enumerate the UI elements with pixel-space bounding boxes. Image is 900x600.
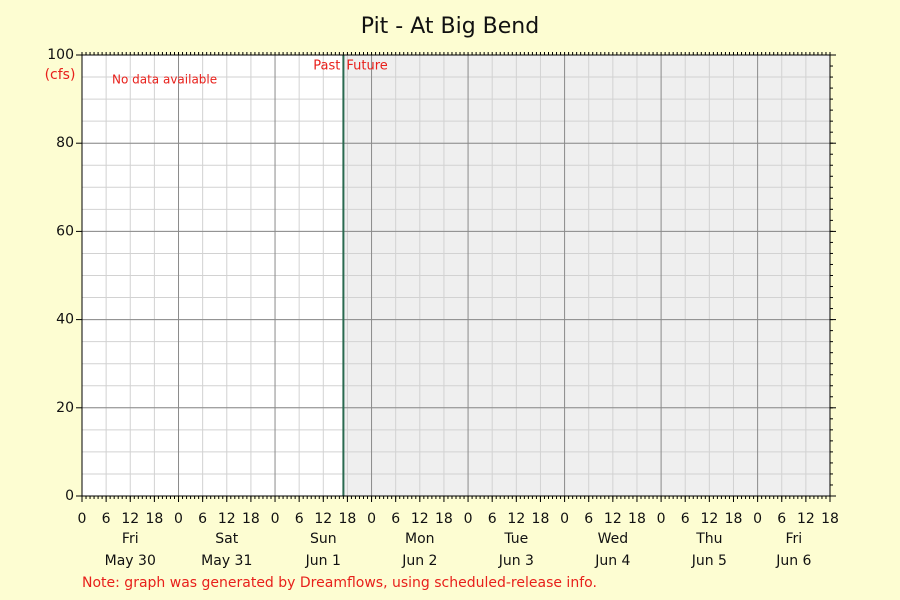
- x-weekday-label: Sun: [310, 531, 337, 547]
- x-hour-label: 18: [339, 511, 357, 527]
- x-hour-label: 6: [198, 511, 207, 527]
- x-hour-label: 6: [488, 511, 497, 527]
- y-tick-label: 80: [56, 135, 74, 151]
- no-data-text: No data available: [112, 73, 217, 87]
- x-date-label: May 30: [105, 553, 156, 569]
- x-hour-label: 12: [797, 511, 815, 527]
- y-tick-label: 20: [56, 400, 74, 416]
- x-hour-label: 12: [700, 511, 718, 527]
- x-hour-label: 0: [657, 511, 666, 527]
- x-date-label: Jun 5: [691, 553, 727, 569]
- x-date-label: Jun 2: [401, 553, 437, 569]
- x-hour-label: 12: [314, 511, 332, 527]
- x-hour-label: 12: [507, 511, 525, 527]
- note: Note: graph was generated by Dreamflows,…: [82, 575, 597, 591]
- x-date-label: Jun 3: [498, 553, 534, 569]
- x-hour-label: 6: [102, 511, 111, 527]
- plot-frame: [81, 54, 831, 497]
- x-weekday-label: Sat: [215, 531, 238, 547]
- x-hour-label: 12: [604, 511, 622, 527]
- x-hour-label: 0: [560, 511, 569, 527]
- x-hour-label: 0: [753, 511, 762, 527]
- x-hour-label: 6: [295, 511, 304, 527]
- x-hour-label: 0: [174, 511, 183, 527]
- x-hour-label: 18: [725, 511, 743, 527]
- x-hour-label: 6: [584, 511, 593, 527]
- x-hour-label: 18: [628, 511, 646, 527]
- y-tick-label: 60: [56, 223, 74, 239]
- x-hour-label: 12: [121, 511, 139, 527]
- x-hour-label: 0: [464, 511, 473, 527]
- x-hour-label: 18: [242, 511, 260, 527]
- past-label: Past: [313, 59, 340, 74]
- x-weekday-label: Fri: [122, 531, 139, 547]
- y-tick-label: 40: [56, 312, 74, 328]
- chart-title: Pit - At Big Bend: [361, 14, 539, 39]
- y-unit: (cfs): [45, 67, 76, 83]
- x-weekday-label: Mon: [405, 531, 435, 547]
- x-weekday-label: Fri: [785, 531, 802, 547]
- x-hour-label: 0: [78, 511, 87, 527]
- x-hour-label: 12: [218, 511, 236, 527]
- y-tick-label: 100: [47, 47, 74, 63]
- x-hour-label: 18: [532, 511, 550, 527]
- future-label: Future: [346, 59, 387, 74]
- x-date-label: May 31: [201, 553, 252, 569]
- x-weekday-label: Thu: [695, 531, 722, 547]
- x-hour-label: 18: [821, 511, 839, 527]
- x-hour-label: 6: [391, 511, 400, 527]
- x-hour-label: 6: [681, 511, 690, 527]
- x-weekday-label: Tue: [503, 531, 528, 547]
- x-hour-label: 12: [411, 511, 429, 527]
- x-hour-label: 0: [367, 511, 376, 527]
- x-date-label: Jun 4: [594, 553, 630, 569]
- x-hour-label: 6: [777, 511, 786, 527]
- x-hour-label: 0: [271, 511, 280, 527]
- x-date-label: Jun 1: [305, 553, 341, 569]
- x-date-label: Jun 6: [775, 553, 811, 569]
- y-tick-label: 0: [65, 488, 74, 504]
- x-hour-label: 18: [145, 511, 163, 527]
- x-weekday-label: Wed: [598, 531, 629, 547]
- x-hour-label: 18: [435, 511, 453, 527]
